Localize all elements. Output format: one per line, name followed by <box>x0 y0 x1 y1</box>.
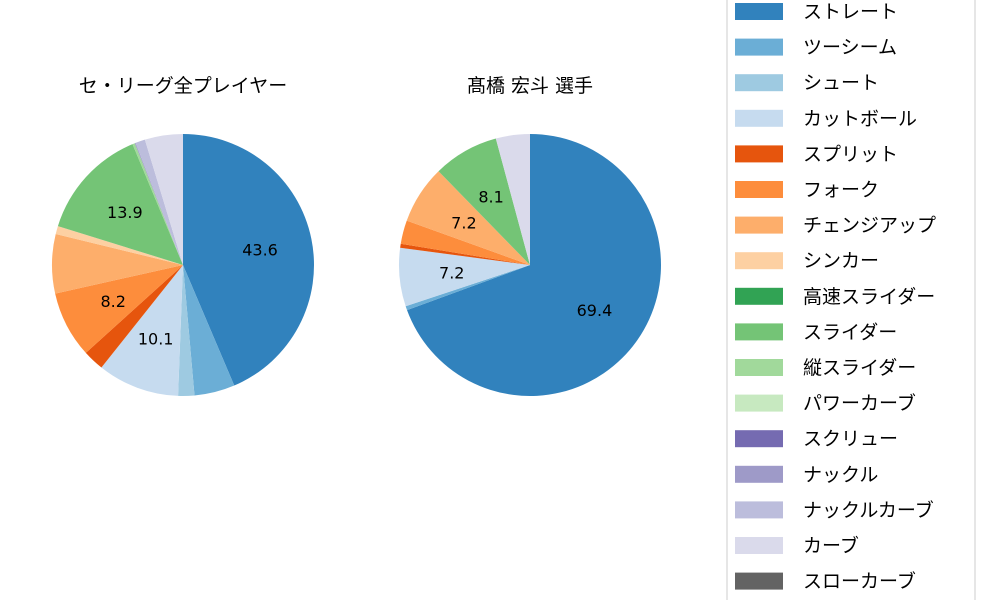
legend-item: スクリュー <box>735 428 898 450</box>
legend-swatch <box>735 465 783 483</box>
legend-label: 高速スライダー <box>803 286 935 308</box>
legend-swatch <box>735 145 783 163</box>
legend-label: スライダー <box>803 321 897 343</box>
legend-swatch <box>735 181 783 198</box>
legend-swatch <box>735 572 783 590</box>
pie-slice <box>101 265 183 396</box>
pie-0: セ・リーグ全プレイヤー 43.6 10.1 8.2 13.9 <box>52 75 314 396</box>
pie-slice <box>144 134 183 265</box>
legend-item: カットボール <box>735 108 917 130</box>
legend-item: スプリット <box>735 143 898 165</box>
legend-item: カーブ <box>735 534 859 557</box>
legend-item: 縦スライダー <box>735 357 916 379</box>
legend-label: ナックル <box>803 464 878 486</box>
pie-slice <box>135 139 183 265</box>
legend-item: ナックルカーブ <box>735 498 934 521</box>
legend-swatch <box>735 537 783 554</box>
legend-swatch <box>735 74 783 92</box>
legend-label: フォーク <box>803 179 879 201</box>
pie-slice <box>406 171 530 265</box>
pie-title: セ・リーグ全プレイヤー <box>79 75 287 97</box>
slice-label: 69.4 <box>577 301 613 320</box>
legend-swatch <box>735 287 783 305</box>
legend-item: ナックル <box>735 464 878 486</box>
legend-item: スローカーブ <box>735 570 916 593</box>
legend-label: シンカー <box>803 250 879 272</box>
legend-label: パワーカーブ <box>803 392 916 415</box>
pie-slice <box>55 265 183 353</box>
pie-slice <box>400 220 530 265</box>
legend-swatch <box>735 394 783 412</box>
legend-swatch <box>735 323 783 341</box>
legend-swatch <box>735 359 783 376</box>
pie-slice <box>57 144 183 265</box>
legend-label: スプリット <box>803 143 898 165</box>
pie-slice <box>405 265 530 311</box>
legend-item: 高速スライダー <box>735 286 935 308</box>
legend-item: スライダー <box>735 321 897 343</box>
legend-swatch <box>735 252 783 270</box>
legend-swatch <box>735 3 783 20</box>
pie-slice <box>183 134 314 386</box>
legend-item: フォーク <box>735 179 879 201</box>
legend-label: ナックルカーブ <box>803 498 934 521</box>
legend-label: 縦スライダー <box>803 357 916 379</box>
slice-label: 8.1 <box>478 188 503 207</box>
legend-swatch <box>735 501 783 519</box>
pie-slice <box>495 134 530 265</box>
slice-label: 10.1 <box>138 330 174 349</box>
slice-label: 43.6 <box>242 240 278 259</box>
pie-slice <box>399 247 530 307</box>
legend-label: ツーシーム <box>803 37 897 59</box>
legend-label: シュート <box>803 72 879 94</box>
pie-slice <box>178 265 195 396</box>
pie-slice <box>183 265 235 396</box>
pie-title: 髙橋 宏斗 選手 <box>467 75 593 97</box>
pie-slice <box>134 142 183 265</box>
legend-item: ツーシーム <box>735 37 897 59</box>
pie-slice <box>132 143 183 265</box>
legend-item: チェンジアップ <box>735 215 936 237</box>
legend-item: パワーカーブ <box>735 392 916 415</box>
pie-slice <box>52 234 183 294</box>
legend-item: シンカー <box>735 250 879 272</box>
legend-item: シュート <box>735 72 879 94</box>
legend-swatch <box>735 430 783 448</box>
pie-slice <box>407 134 661 397</box>
pie-slice <box>438 138 530 265</box>
slice-label: 7.2 <box>439 263 464 282</box>
legend-item: ストレート <box>735 1 898 23</box>
legend-label: カーブ <box>803 534 859 557</box>
legend-swatch <box>735 109 783 127</box>
slice-label: 13.9 <box>107 203 143 222</box>
pie-slice <box>55 226 183 265</box>
pie-slice <box>85 265 183 368</box>
slice-label: 7.2 <box>451 213 476 232</box>
legend-label: ストレート <box>803 1 898 23</box>
legend-label: カットボール <box>803 108 917 130</box>
legend-swatch <box>735 216 783 234</box>
slice-label: 8.2 <box>100 292 125 311</box>
legend-swatch <box>735 38 783 56</box>
legend-label: スローカーブ <box>803 570 916 593</box>
legend: ストレートツーシームシュートカットボールスプリットフォークチェンジアップシンカー… <box>726 0 976 600</box>
pie-slice <box>400 243 530 265</box>
legend-label: スクリュー <box>803 428 898 450</box>
legend-label: チェンジアップ <box>803 215 936 237</box>
